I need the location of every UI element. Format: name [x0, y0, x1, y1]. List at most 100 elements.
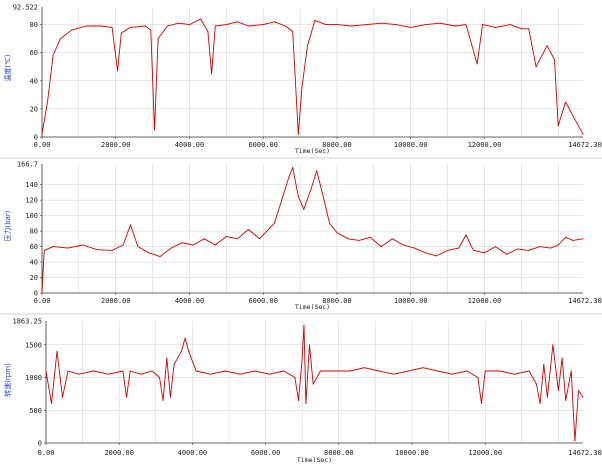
data-point	[151, 370, 153, 372]
y-tick-label: 100	[25, 212, 38, 220]
y-tick-label: 0	[34, 290, 38, 298]
x-tick-label: 10000.00	[395, 449, 429, 457]
data-point	[126, 396, 127, 398]
data-point	[297, 195, 299, 197]
data-point	[363, 367, 365, 369]
data-point	[122, 244, 124, 246]
data-point	[402, 244, 404, 246]
x-tick-label: 0.00	[34, 297, 51, 305]
x-tick-label: 12000.00	[468, 297, 502, 305]
data-point	[41, 292, 43, 294]
data-point	[436, 255, 437, 257]
x-tick-label: 2000.00	[101, 141, 131, 149]
data-point	[224, 370, 226, 372]
data-point	[268, 373, 270, 375]
data-point	[495, 26, 496, 28]
data-point	[476, 63, 478, 65]
y-tick-label: 1000	[25, 374, 42, 382]
data-point	[320, 370, 321, 372]
data-point	[336, 232, 338, 234]
data-point	[307, 45, 308, 47]
y-tick-label: 40	[30, 259, 38, 267]
x-tick-label: 0.00	[38, 449, 55, 457]
x-axis-title: Time(Sec)	[295, 303, 330, 311]
data-point	[582, 238, 584, 240]
data-point	[56, 350, 58, 352]
data-point	[262, 24, 264, 26]
data-point	[195, 370, 197, 372]
x-tick-label: 8000.00	[324, 449, 354, 457]
data-point	[347, 238, 349, 240]
data-point	[96, 249, 98, 251]
data-point	[358, 239, 360, 241]
data-point	[565, 236, 567, 238]
x-max-label: 14672.30	[568, 141, 602, 149]
x-tick-label: 10000.00	[394, 141, 428, 149]
data-point	[535, 66, 537, 68]
data-point	[170, 247, 172, 249]
data-point	[144, 25, 146, 27]
data-point	[310, 188, 312, 189]
data-point	[180, 350, 182, 352]
data-point	[557, 390, 559, 392]
y-max-label: 166.7	[17, 161, 38, 169]
y-axis-title: 压力(bar)	[3, 210, 12, 241]
data-point	[297, 133, 299, 135]
data-point	[214, 244, 216, 246]
data-point	[410, 26, 412, 28]
y-max-label: 92.522	[13, 4, 38, 12]
data-point	[413, 247, 415, 249]
data-point	[582, 396, 584, 398]
data-point	[45, 370, 47, 372]
x-max-label: 14672.30	[568, 449, 602, 457]
data-point	[188, 350, 190, 352]
data-point	[451, 373, 453, 375]
data-point	[321, 191, 323, 193]
data-point	[214, 25, 216, 27]
data-point	[303, 324, 305, 326]
data-point	[477, 377, 479, 378]
data-point	[292, 31, 294, 33]
data-point	[225, 24, 227, 26]
data-point	[62, 396, 63, 398]
data-point	[550, 247, 552, 249]
data-point	[51, 403, 52, 405]
data-point	[78, 373, 80, 375]
data-point	[484, 370, 486, 372]
x-tick-label: 4000.00	[175, 297, 205, 305]
data-point	[312, 383, 314, 385]
data-point	[543, 363, 545, 365]
series-line	[41, 167, 584, 294]
y-tick-label: 0	[34, 134, 38, 142]
x-tick-label: 0.00	[34, 141, 51, 149]
data-point	[52, 55, 54, 56]
x-axis-title: Time(Sec)	[297, 456, 332, 464]
data-point	[154, 129, 155, 131]
data-point	[495, 246, 496, 248]
data-point	[305, 403, 307, 405]
data-point	[248, 229, 249, 230]
data-point	[159, 377, 160, 378]
x-max-label: 14672.30	[568, 297, 602, 305]
data-point	[465, 24, 467, 26]
data-point	[514, 373, 515, 375]
chart-panel-1: 0 20 40 60 80 92.522 0.00 2000.00 4000.00 6000.00…	[0, 4, 602, 159]
data-point	[572, 115, 574, 117]
x-axis-title: Time(Sec)	[295, 147, 330, 155]
data-point	[162, 399, 164, 401]
data-point	[294, 377, 296, 378]
data-point	[41, 133, 43, 135]
data-point	[336, 24, 338, 26]
data-point	[437, 370, 439, 372]
x-tick-label: 2000.00	[104, 449, 134, 457]
data-point	[554, 59, 555, 61]
data-point	[535, 383, 537, 385]
data-point	[254, 370, 256, 372]
x-tick-label: 10000.00	[394, 297, 428, 305]
data-point	[509, 24, 511, 26]
data-point	[100, 25, 102, 27]
y-tick-label: 80	[30, 228, 38, 236]
data-point	[546, 45, 548, 47]
data-point	[189, 24, 190, 26]
